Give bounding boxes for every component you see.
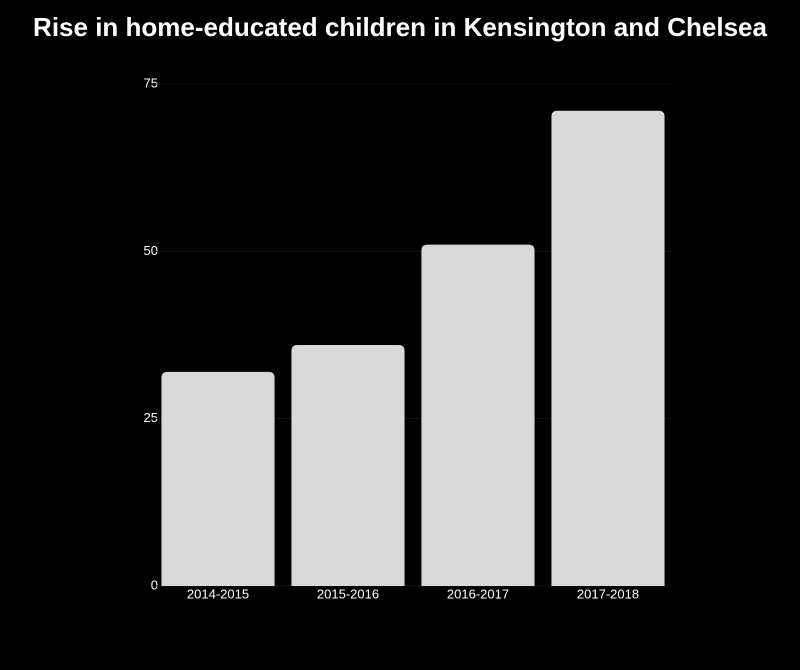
bar	[551, 110, 665, 587]
x-tick-label: 2015-2016	[317, 586, 379, 601]
bar	[291, 345, 405, 586]
y-tick-label: 25	[144, 410, 158, 425]
y-tick-label: 0	[151, 577, 158, 592]
chart-title: Rise in home-educated children in Kensin…	[33, 12, 767, 42]
bar	[161, 371, 275, 586]
x-tick-label: 2014-2015	[187, 586, 249, 601]
bar	[421, 244, 535, 586]
x-tick-label: 2016-2017	[447, 586, 509, 601]
y-tick-label: 75	[144, 75, 158, 90]
y-tick-label: 50	[144, 243, 158, 258]
x-tick-label: 2017-2018	[577, 586, 639, 601]
